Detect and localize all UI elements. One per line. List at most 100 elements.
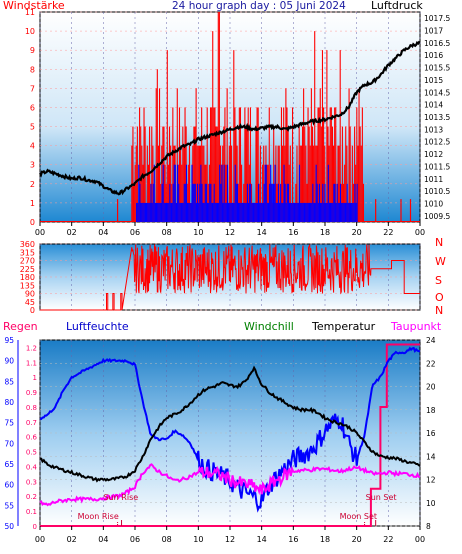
x-tick-label: 12 [225, 535, 235, 544]
wind-tick-label: 8 [30, 65, 35, 74]
humidity-tick-label: 95 [4, 336, 14, 345]
humidity-tick-label: 55 [4, 501, 14, 510]
x-tick-label: 00 [415, 535, 425, 544]
climate-x-ticks: 00 02 04 06 08 10 12 14 16 18 20 22 00 [35, 526, 425, 544]
moonrise-label: Moon Rise [78, 512, 119, 521]
pressure-tick-label: 1010.5 [424, 187, 450, 196]
humidity-tick-label: 50 [4, 522, 14, 531]
pressure-tick-label: 1017.5 [424, 14, 450, 23]
rain-axis-title: Regen [3, 320, 38, 333]
x-tick-label: 18 [320, 228, 330, 237]
pressure-line [39, 40, 421, 196]
direction-tick-label: 0 [30, 306, 35, 315]
pressure-tick-label: 1014.5 [424, 88, 450, 97]
wind-tick-label: 0 [30, 218, 35, 227]
humidity-axis-ticks: 50 55 60 65 70 75 80 85 90 95 [4, 336, 19, 531]
direction-tick-label: 315 [20, 248, 35, 257]
chart-title: 24 hour graph day : 05 Juni 2024 [172, 0, 346, 12]
wind-tick-label: 5 [30, 123, 35, 132]
temperature-line [39, 365, 421, 483]
moonset-label: Moon Set [340, 512, 377, 521]
rain-tick-label: 1 [33, 374, 37, 382]
direction-tick-label: 90 [25, 290, 35, 299]
rain-tick-label: 0.1 [26, 508, 37, 516]
temperature-tick-label: 8 [426, 522, 431, 531]
humidity-line [39, 346, 421, 513]
sun-moon-annotations: Sun Rise Sun Set Moon Rise Moon Set [78, 493, 397, 526]
pressure-axis-ticks: 1009.5 1010 1010.5 1011 1011.5 1012 1012.5 1013… [424, 14, 450, 221]
x-tick-label: 08 [162, 228, 172, 237]
windchill-legend: Windchill [244, 320, 294, 333]
dewpoint-line [39, 463, 421, 507]
temperature-tick-label: 16 [426, 429, 436, 438]
humidity-axis-title: Luftfeuchte [66, 320, 129, 333]
pressure-tick-label: 1017 [424, 27, 443, 36]
rain-tick-label: 0.3 [26, 478, 37, 486]
pressure-tick-label: 1016 [424, 51, 443, 60]
pressure-tick-label: 1013.5 [424, 113, 450, 122]
direction-line [40, 244, 420, 311]
x-tick-label: 04 [98, 535, 108, 544]
x-tick-label: 16 [288, 535, 298, 544]
sunrise-label: Sun Rise [104, 493, 139, 502]
x-tick-label: 12 [225, 228, 235, 237]
pressure-tick-label: 1012 [424, 150, 443, 159]
x-tick-label: 14 [257, 228, 267, 237]
pressure-tick-label: 1012.5 [424, 138, 450, 147]
pressure-tick-label: 1011.5 [424, 162, 450, 171]
wind-axis-title: Windstärke [3, 0, 65, 12]
x-tick-label: 00 [35, 228, 45, 237]
compass-label: W [435, 255, 446, 268]
dewpoint-legend: Taupunkt [390, 320, 442, 333]
wind-tick-label: 2 [30, 180, 35, 189]
wind-tick-label: 10 [25, 27, 35, 36]
temperature-axis-ticks: 8 10 12 14 16 18 20 22 24 [426, 336, 436, 531]
rain-axis-ticks: 0 0.1 0.2 0.3 0.4 0.5 0.6 0.7 0.8 0.9 1 1.1 1.2 [26, 344, 38, 531]
pressure-tick-label: 1016.5 [424, 39, 450, 48]
wind-axis-ticks: 0 1 2 3 4 5 6 7 8 9 10 11 [25, 8, 35, 227]
rain-tick-label: 0.9 [26, 389, 37, 397]
rain-tick-label: 0.2 [26, 493, 37, 501]
temperature-tick-label: 12 [426, 476, 436, 485]
compass-label: S [435, 274, 442, 287]
x-tick-label: 06 [130, 228, 140, 237]
compass-label: N [435, 236, 443, 249]
rain-tick-label: 0.5 [26, 449, 37, 457]
rain-tick-label: 1.1 [26, 359, 37, 367]
direction-tick-label: 180 [20, 273, 35, 282]
x-tick-label: 10 [193, 535, 203, 544]
pressure-tick-label: 1013 [424, 125, 443, 134]
temperature-tick-label: 18 [426, 406, 436, 415]
rain-tick-label: 0.4 [26, 463, 38, 471]
x-tick-label: 20 [352, 535, 362, 544]
x-tick-label: 02 [67, 535, 77, 544]
wind-tick-label: 4 [30, 142, 35, 151]
x-tick-label: 02 [67, 228, 77, 237]
x-tick-label: 08 [162, 535, 172, 544]
x-tick-label: 06 [130, 535, 140, 544]
compass-label: O [435, 291, 444, 304]
direction-tick-label: 360 [20, 240, 35, 249]
pressure-axis-title: Luftdruck [371, 0, 423, 12]
pressure-tick-label: 1015 [424, 76, 443, 85]
humidity-tick-label: 85 [4, 377, 14, 386]
sunset-label: Sun Set [366, 493, 397, 502]
rain-tick-label: 1.2 [26, 344, 37, 352]
humidity-tick-label: 65 [4, 460, 14, 469]
temperature-tick-label: 10 [426, 499, 436, 508]
wind-tick-label: 3 [30, 161, 35, 170]
x-tick-label: 14 [257, 535, 267, 544]
compass-label: N [435, 304, 443, 317]
direction-tick-label: 135 [20, 281, 35, 290]
pressure-tick-label: 1010 [424, 199, 443, 208]
direction-tick-label: 45 [25, 298, 35, 307]
x-tick-label: 00 [415, 228, 425, 237]
temperature-legend: Temperatur [311, 320, 376, 333]
pressure-tick-label: 1011 [424, 175, 443, 184]
wind-tick-label: 9 [30, 46, 35, 55]
x-tick-label: 18 [320, 535, 330, 544]
rain-tick-label: 0 [33, 523, 37, 531]
pressure-tick-label: 1014 [424, 101, 443, 110]
